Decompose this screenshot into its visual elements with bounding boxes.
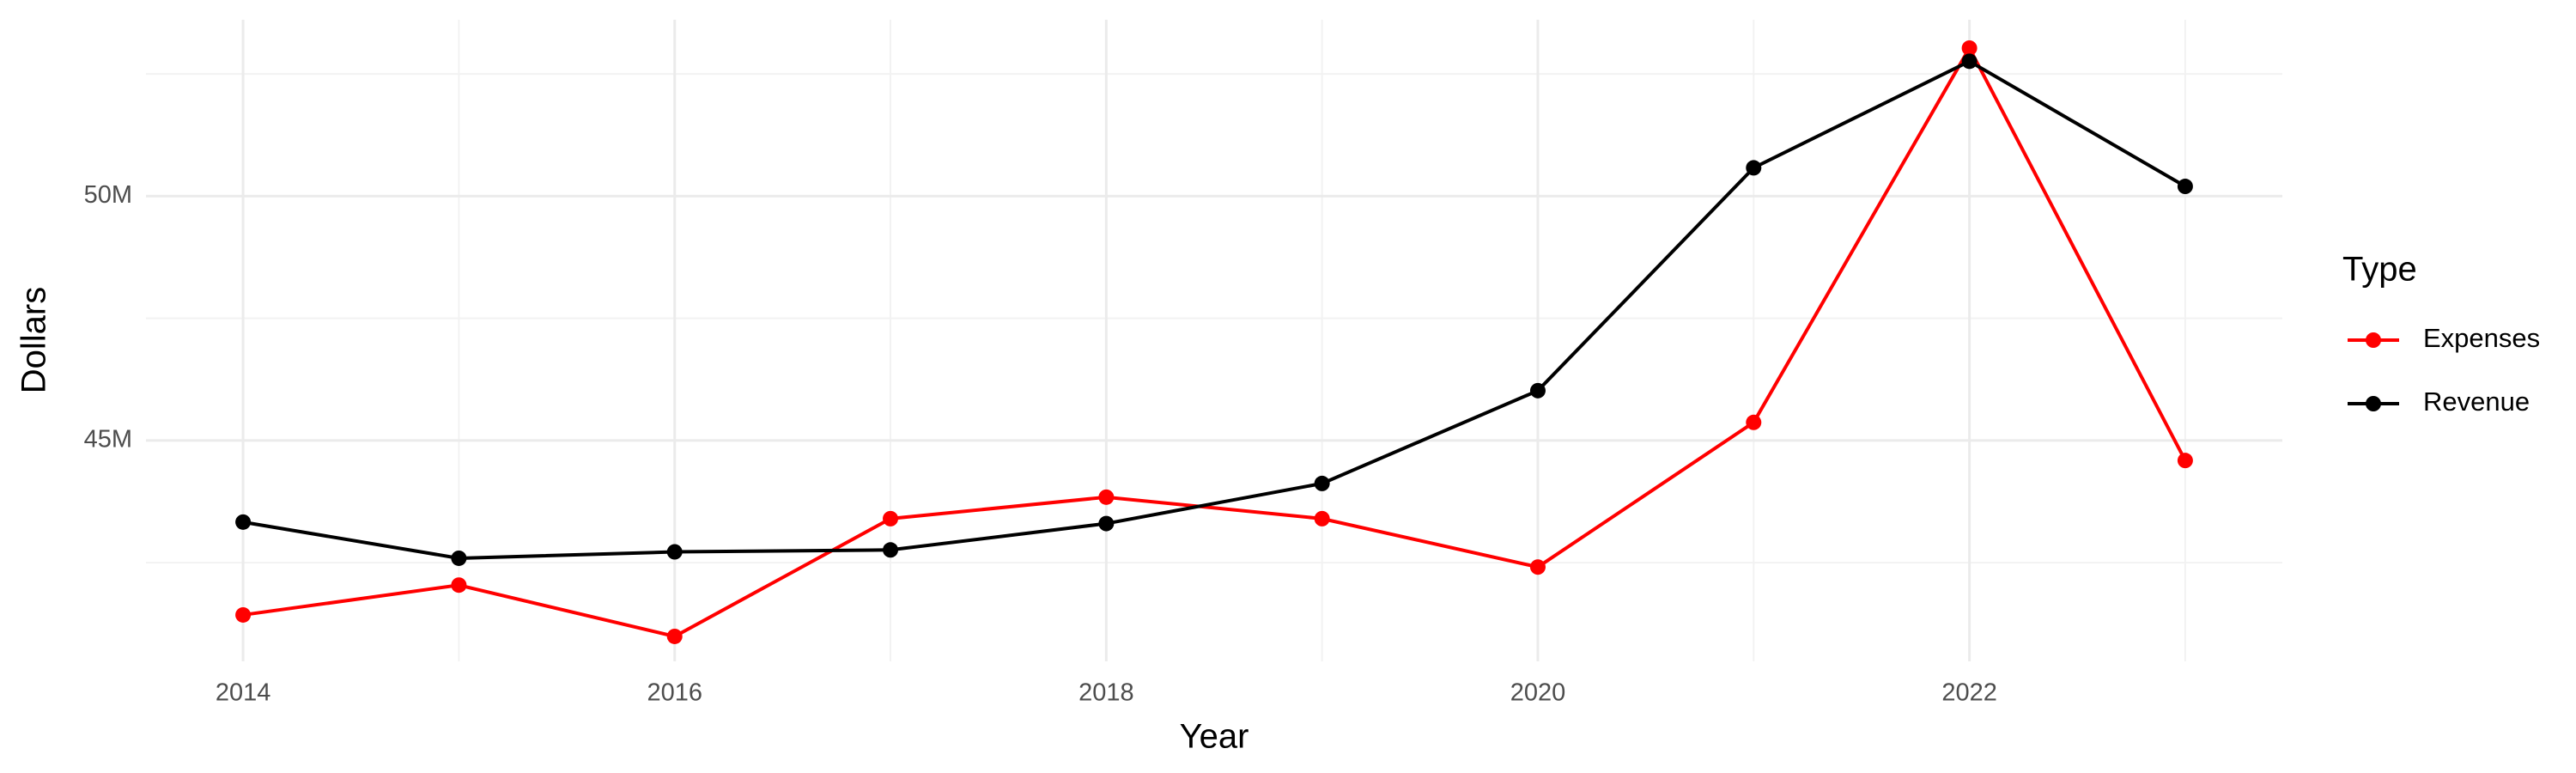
data-point bbox=[1098, 515, 1115, 532]
data-point bbox=[666, 544, 683, 560]
data-point bbox=[235, 606, 252, 623]
y-tick-label: 50M bbox=[84, 181, 132, 209]
x-tick-label: 2022 bbox=[1941, 679, 1997, 707]
y-tick-label: 45M bbox=[84, 426, 132, 453]
x-tick-label: 2016 bbox=[647, 679, 702, 707]
legend-label: Revenue bbox=[2423, 386, 2530, 417]
series-line bbox=[242, 59, 2186, 560]
x-tick-label: 2018 bbox=[1078, 679, 1134, 707]
data-point bbox=[2177, 179, 2193, 195]
data-point bbox=[1746, 414, 1762, 430]
data-point bbox=[451, 577, 467, 593]
data-point bbox=[883, 542, 899, 558]
data-point bbox=[2177, 453, 2193, 469]
data-point bbox=[883, 510, 899, 526]
series-line bbox=[242, 44, 2187, 639]
data-point bbox=[1314, 475, 1330, 491]
legend-key-point bbox=[2366, 332, 2381, 348]
data-point bbox=[1961, 53, 1978, 70]
data-point bbox=[1098, 489, 1115, 505]
x-tick-label: 2014 bbox=[216, 679, 271, 707]
data-point bbox=[1529, 559, 1546, 575]
legend-title: Type bbox=[2342, 251, 2417, 289]
data-point bbox=[1314, 510, 1330, 526]
x-tick-label: 2020 bbox=[1510, 679, 1566, 707]
data-point bbox=[235, 514, 252, 530]
data-point bbox=[666, 628, 683, 644]
data-point bbox=[1746, 160, 1762, 176]
y-axis-title: Dollars bbox=[15, 287, 53, 393]
data-point bbox=[1961, 40, 1978, 56]
legend-key-point bbox=[2366, 396, 2381, 411]
data-point bbox=[451, 550, 467, 566]
x-axis-title: Year bbox=[1180, 718, 1249, 756]
legend-label: Expenses bbox=[2423, 323, 2540, 353]
data-point bbox=[1529, 382, 1546, 399]
